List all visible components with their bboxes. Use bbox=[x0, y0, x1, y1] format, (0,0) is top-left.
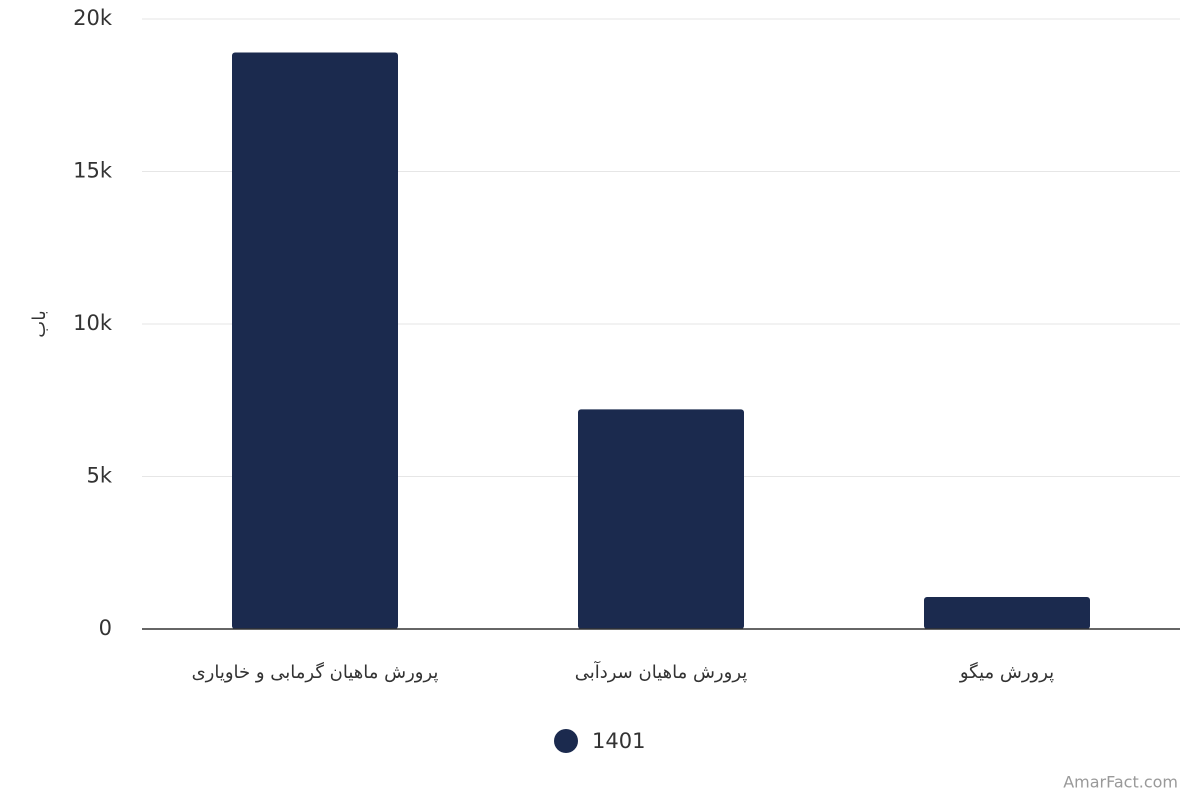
bar bbox=[578, 409, 744, 629]
legend-marker bbox=[554, 729, 578, 753]
x-tick-label: پرورش ماهیان سردآبی bbox=[575, 660, 748, 683]
bar bbox=[232, 52, 398, 630]
legend-label: 1401 bbox=[592, 729, 645, 753]
bar bbox=[924, 596, 1090, 629]
x-tick-label: پرورش ماهیان گرمابی و خاویاری bbox=[192, 661, 439, 683]
y-tick-label: 10k bbox=[73, 311, 113, 335]
y-tick-label: 20k bbox=[73, 6, 113, 30]
x-tick-label: پرورش میگو bbox=[959, 661, 1054, 683]
y-axis-label: باب bbox=[29, 310, 50, 337]
y-tick-label: 0 bbox=[99, 616, 112, 640]
y-tick-label: 5k bbox=[86, 464, 112, 488]
credit: AmarFact.com bbox=[1063, 773, 1178, 792]
y-tick-label: 15k bbox=[73, 159, 113, 183]
